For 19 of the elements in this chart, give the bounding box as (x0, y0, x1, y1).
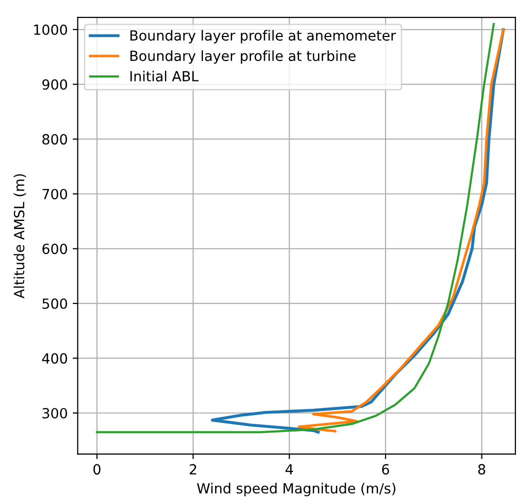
legend-label: Boundary layer profile at anemometer (130, 30, 396, 44)
x-tick-label: 8 (478, 464, 486, 475)
y-tick-label: 700 (42, 188, 68, 200)
legend-label: Boundary layer profile at turbine (130, 50, 356, 64)
x-axis-title: Wind speed Magnitude (m/s) (197, 482, 396, 496)
x-tick-label: 4 (286, 464, 293, 474)
legend-label: Initial ABL (130, 70, 199, 82)
y-axis-title: Altitude AMSL (m) (14, 174, 26, 298)
x-tick-label: 2 (190, 464, 196, 474)
y-tick-label: 1000 (34, 24, 68, 35)
y-tick-label: 600 (42, 244, 68, 254)
x-tick-label: 0 (93, 464, 100, 475)
y-tick-label: 800 (42, 134, 68, 145)
y-tick-label: 400 (42, 353, 68, 364)
y-tick-label: 300 (42, 408, 68, 418)
line-series (96, 22, 495, 434)
y-tick-label: 500 (42, 298, 68, 309)
y-tick-label: 900 (42, 79, 68, 90)
x-tick-label: 6 (382, 464, 390, 475)
